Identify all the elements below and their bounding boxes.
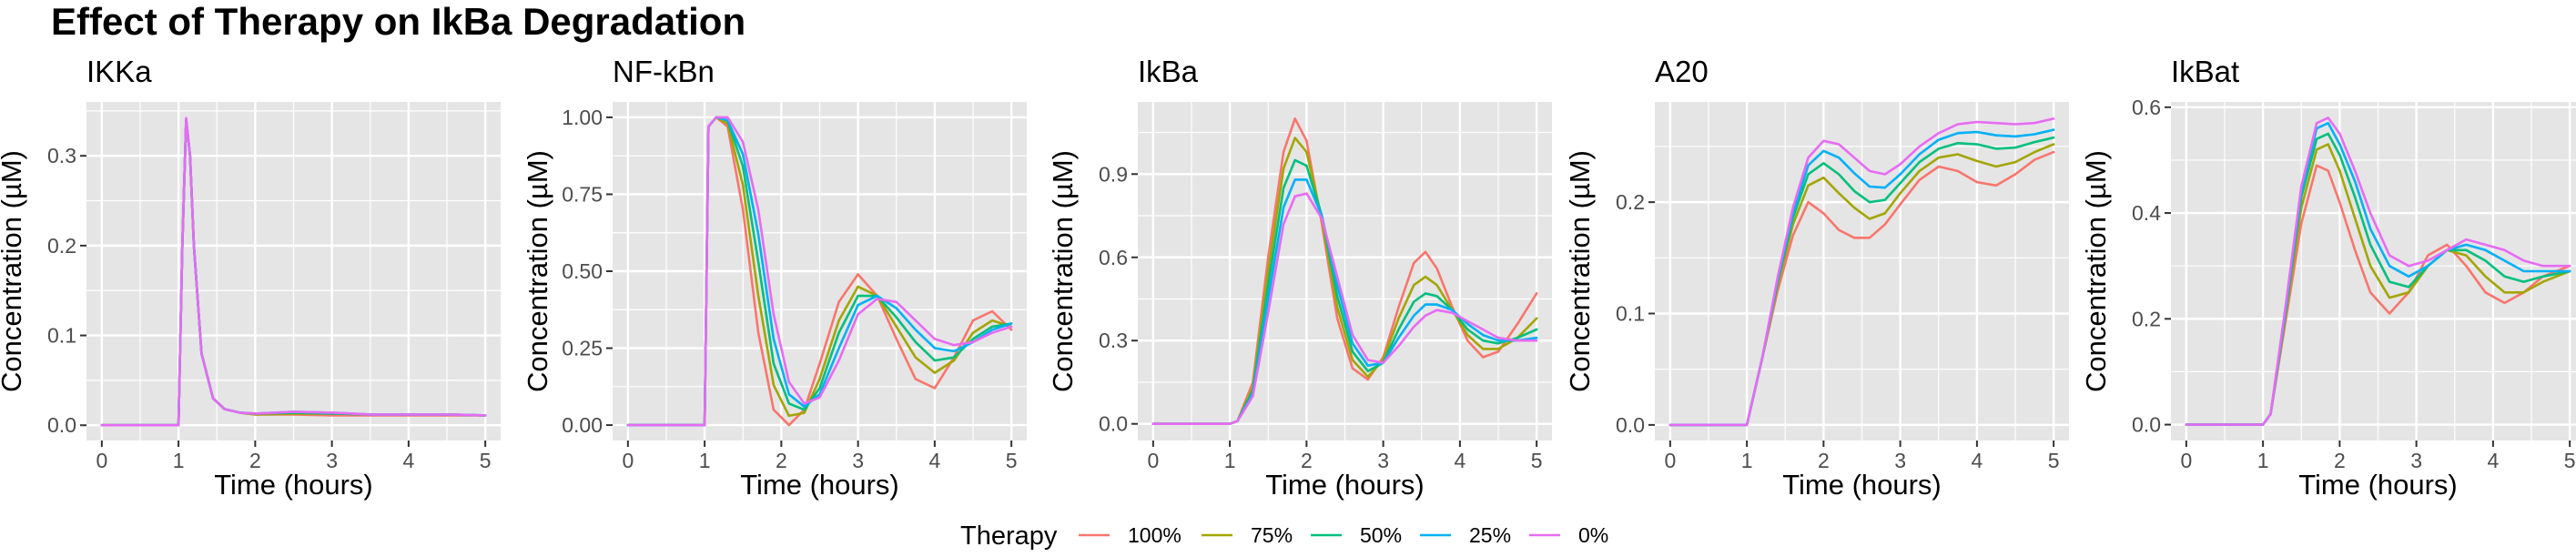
x-tick-label: 4 — [1454, 449, 1465, 472]
y-tick-label: 0.6 — [1099, 246, 1128, 269]
x-axis-title: Time (hours) — [214, 469, 373, 501]
chart-title: Effect of Therapy on IkBa Degradation — [51, 0, 745, 43]
x-tick-label: 2 — [776, 449, 787, 472]
y-tick-label: 0.2 — [1616, 190, 1645, 214]
y-axis-title: Concentration (µM) — [0, 150, 27, 392]
legend-item-75%: 75% — [1202, 523, 1293, 547]
x-tick-label: 3 — [326, 449, 338, 472]
legend-label: 75% — [1251, 523, 1293, 547]
y-tick-label: 0.2 — [2132, 307, 2161, 330]
x-tick-label: 2 — [249, 449, 261, 472]
x-tick-label: 4 — [402, 449, 414, 472]
y-tick-label: 0.1 — [1616, 302, 1645, 326]
y-tick-label: 0.4 — [2132, 201, 2161, 225]
legend-label: 50% — [1360, 523, 1402, 547]
y-axis-title: Concentration (µM) — [1564, 150, 1596, 392]
legend-item-50%: 50% — [1311, 523, 1402, 547]
x-tick-label: 3 — [2410, 449, 2422, 472]
y-tick-label: 1.00 — [562, 106, 603, 129]
panel-3: 0 1 2 3 4 5 0.0 0.1 0.2 A20 Time (hours) Concentrat… — [1564, 55, 2069, 501]
series-line-50% — [1151, 158, 1538, 426]
series-line-0% — [626, 116, 1013, 427]
x-tick-label: 2 — [1818, 449, 1830, 472]
x-tick-label: 0 — [1664, 449, 1676, 472]
y-tick-label: 0.2 — [47, 234, 76, 258]
panel-4: 0 1 2 3 4 5 0.0 0.2 0.4 0.6 IkBat Time (hours) Conce… — [2080, 55, 2576, 501]
x-tick-label: 5 — [2564, 449, 2576, 472]
x-tick-label: 3 — [1894, 449, 1906, 472]
series-line-75% — [1151, 137, 1538, 426]
y-axis-title: Concentration (µM) — [1047, 150, 1079, 392]
y-tick-label: 0.1 — [47, 324, 76, 348]
series-line-0% — [1668, 117, 2055, 427]
y-tick-label: 0.00 — [562, 413, 603, 437]
x-tick-label: 3 — [1377, 449, 1389, 472]
y-tick-label: 0.0 — [47, 413, 76, 437]
x-tick-label: 5 — [1006, 449, 1018, 472]
y-axis-title: Concentration (µM) — [2080, 150, 2112, 392]
x-tick-label: 0 — [1147, 449, 1159, 472]
x-axis-title: Time (hours) — [1265, 469, 1425, 501]
x-tick-label: 1 — [2257, 449, 2269, 472]
series-line-25% — [1151, 178, 1538, 426]
x-tick-label: 2 — [2334, 449, 2346, 472]
x-tick-label: 0 — [96, 449, 107, 472]
y-tick-label: 0.0 — [1099, 412, 1128, 436]
x-tick-label: 2 — [1301, 449, 1313, 472]
panel-title: A20 — [1655, 55, 1709, 88]
x-tick-label: 1 — [699, 449, 711, 472]
x-tick-label: 5 — [1531, 449, 1543, 472]
x-tick-label: 1 — [1741, 449, 1753, 472]
y-tick-label: 0.3 — [1099, 329, 1128, 352]
panels: 0 1 2 3 4 5 0.0 0.1 0.2 0.3 IKKa Time (hours) Concen… — [0, 55, 2576, 501]
x-tick-label: 3 — [852, 449, 864, 472]
legend-title: Therapy — [960, 522, 1058, 551]
series-line-100% — [1151, 117, 1538, 426]
legend-label: 100% — [1128, 523, 1182, 547]
y-tick-label: 0.50 — [562, 259, 603, 283]
panel-2: 0 1 2 3 4 5 0.0 0.3 0.6 0.9 IkBa Time (hours) Concen… — [1047, 55, 1552, 501]
panel-title: IKKa — [86, 55, 152, 88]
x-tick-label: 4 — [1971, 449, 1983, 472]
legend-item-0%: 0% — [1529, 523, 1608, 547]
x-tick-label: 0 — [2180, 449, 2192, 472]
panel-title: IkBa — [1138, 55, 1199, 88]
series-line-0% — [2185, 116, 2571, 426]
legend-item-100%: 100% — [1079, 523, 1182, 547]
series-line-100% — [1668, 150, 2055, 427]
y-axis-title: Concentration (µM) — [522, 150, 553, 392]
y-tick-label: 0.25 — [562, 337, 603, 360]
panel-1: 0 1 2 3 4 5 0.00 0.25 0.50 0.75 1.00 NF-kBn Time (ho… — [522, 55, 1027, 501]
x-axis-title: Time (hours) — [740, 469, 899, 501]
y-tick-label: 0.3 — [47, 144, 76, 167]
legend-items: 100% 75% 50% 25% 0% — [1079, 523, 1608, 547]
series-line-0% — [100, 116, 487, 427]
legend-label: 0% — [1578, 523, 1608, 547]
y-tick-label: 0.9 — [1099, 162, 1128, 186]
legend: Therapy 100% 75% 50% 25% 0% — [960, 522, 1608, 551]
y-tick-label: 0.6 — [2132, 96, 2161, 119]
panel-0: 0 1 2 3 4 5 0.0 0.1 0.2 0.3 IKKa Time (hours) Concen… — [0, 55, 501, 501]
y-tick-label: 0.75 — [562, 182, 603, 206]
x-axis-title: Time (hours) — [1782, 469, 1942, 501]
x-tick-label: 4 — [2487, 449, 2499, 472]
y-tick-label: 0.0 — [1616, 413, 1645, 437]
legend-item-25%: 25% — [1420, 523, 1511, 547]
y-tick-label: 0.0 — [2132, 413, 2161, 437]
x-axis-title: Time (hours) — [2298, 469, 2458, 501]
panel-title: NF-kBn — [613, 55, 715, 88]
panel-title: IkBat — [2171, 55, 2239, 88]
series-line-0% — [1151, 192, 1538, 426]
x-tick-label: 5 — [2048, 449, 2060, 472]
legend-label: 25% — [1469, 523, 1511, 547]
x-tick-label: 1 — [1224, 449, 1236, 472]
x-tick-label: 5 — [480, 449, 492, 472]
x-tick-label: 4 — [928, 449, 940, 472]
x-tick-label: 1 — [173, 449, 185, 472]
x-tick-label: 0 — [622, 449, 634, 472]
